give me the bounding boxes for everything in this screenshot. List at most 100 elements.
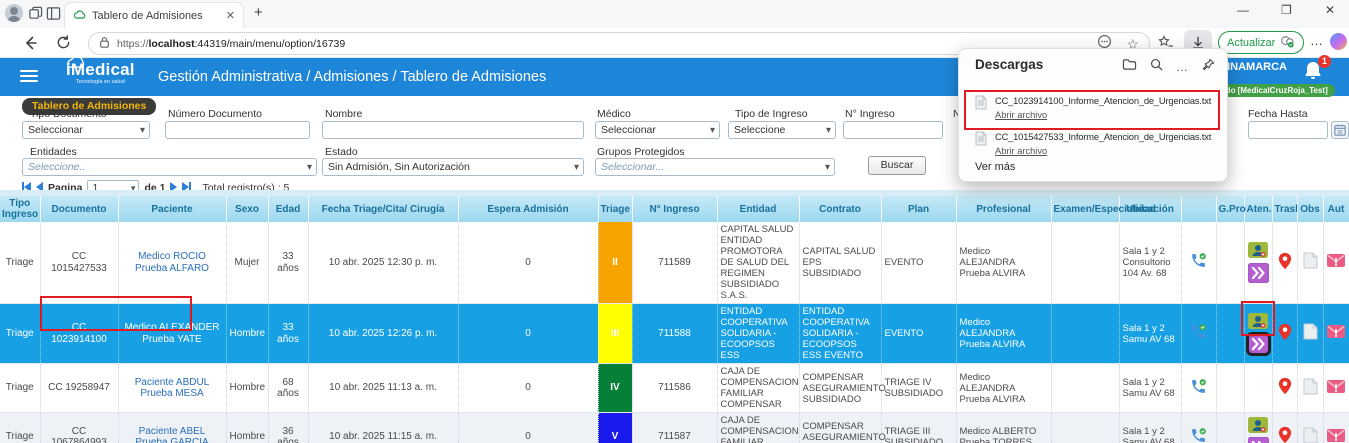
column-header-13[interactable]: Examen/Especialidad xyxy=(1051,196,1156,222)
column-header-9[interactable]: Entidad xyxy=(717,196,800,222)
observation-document-icon[interactable] xyxy=(1303,427,1318,443)
buscar-button[interactable]: Buscar xyxy=(868,156,926,175)
address-bar[interactable]: https://localhost:44319/main/menu/option… xyxy=(88,32,1150,55)
attend-chevrons-icon[interactable] xyxy=(1245,331,1271,356)
download-item-open-link[interactable]: Abrir archivo xyxy=(995,146,1048,156)
patient-attention-icon[interactable] xyxy=(1248,416,1268,437)
table-row[interactable]: Triage CC 1067864993 Paciente ABEL Prueba … xyxy=(0,412,1349,443)
open-downloads-folder-icon[interactable] xyxy=(1122,58,1137,76)
transfer-location-pin-icon[interactable] xyxy=(1278,427,1292,443)
back-button[interactable] xyxy=(22,35,38,56)
attend-chevrons-icon[interactable] xyxy=(1247,262,1269,284)
table-row[interactable]: Triage CC 19258947 Paciente ABDUL Prueba M… xyxy=(0,363,1349,413)
window-close-button[interactable]: ✕ xyxy=(1325,3,1336,17)
phone-check-icon[interactable] xyxy=(1190,253,1207,272)
download-item-filename[interactable]: CC_1015427533_Informe_Atencion_de_Urgenc… xyxy=(995,132,1212,142)
column-header-1[interactable]: Documento xyxy=(40,196,119,222)
observation-document-icon[interactable] xyxy=(1303,378,1318,398)
browser-tab[interactable]: Tablero de Admisiones ✕ xyxy=(64,2,244,28)
fecha-hasta-input[interactable] xyxy=(1248,121,1328,139)
table-row[interactable]: Triage CC 1023914100 Medico ALEXANDER Prue… xyxy=(0,303,1349,364)
column-header-19[interactable]: Obs xyxy=(1297,196,1324,222)
tab-groups-icon[interactable] xyxy=(28,6,43,24)
column-header-16[interactable]: G.Pro xyxy=(1216,196,1246,222)
estado-label: Estado xyxy=(325,146,358,158)
profile-avatar[interactable] xyxy=(5,4,23,22)
column-header-17[interactable]: Aten. xyxy=(1244,196,1273,222)
menu-hamburger-icon[interactable] xyxy=(20,70,38,83)
numero-documento-input[interactable] xyxy=(165,121,310,139)
patient-attention-icon[interactable] xyxy=(1248,313,1268,333)
attend-chevrons-icon[interactable] xyxy=(1247,436,1269,443)
grupos-protegidos-select[interactable]: Seleccionar... xyxy=(595,158,835,176)
patient-link[interactable]: Paciente ABDUL Prueba MESA xyxy=(134,376,210,400)
entidades-select[interactable]: Seleccione.. xyxy=(22,158,317,176)
transfer-location-pin-icon[interactable] xyxy=(1278,323,1292,344)
tipo-documento-select[interactable]: Seleccionar xyxy=(22,121,150,139)
downloads-more-icon[interactable]: … xyxy=(1176,60,1189,74)
column-header-5[interactable]: Fecha Triage/Cita/ Cirugía xyxy=(308,196,459,222)
column-header-10[interactable]: Contrato xyxy=(799,196,882,222)
browser-menu-icon[interactable]: … xyxy=(1310,33,1324,48)
cell-sexo: Hombre xyxy=(226,412,269,443)
download-item-open-link[interactable]: Abrir archivo xyxy=(995,110,1048,120)
next-page-icon[interactable] xyxy=(170,181,178,195)
notification-bell-icon[interactable] xyxy=(1303,60,1323,87)
phone-check-icon[interactable] xyxy=(1190,427,1207,443)
column-header-8[interactable]: N° Ingreso xyxy=(632,196,718,222)
cell-fecha: 10 abr. 2025 11:15 a. m. xyxy=(308,412,459,443)
column-header-14[interactable]: Ubicación xyxy=(1119,196,1182,222)
new-tab-button[interactable]: + xyxy=(254,4,263,21)
window-maximize-button[interactable]: ❐ xyxy=(1281,3,1292,17)
search-downloads-icon[interactable] xyxy=(1150,58,1163,76)
last-page-icon[interactable] xyxy=(182,181,192,195)
refresh-button[interactable] xyxy=(56,35,71,55)
patient-link[interactable]: Paciente ABEL Prueba GARCIA xyxy=(135,425,209,443)
favorite-star-icon[interactable]: ☆ xyxy=(1126,35,1139,52)
column-header-7[interactable]: Triage xyxy=(598,196,633,222)
phone-check-icon[interactable] xyxy=(1190,324,1207,343)
phone-check-icon[interactable] xyxy=(1190,378,1207,398)
tipo-ingreso-select[interactable]: Seleccione xyxy=(728,121,836,139)
estado-select[interactable]: Sin Admisión, Sin Autorización xyxy=(322,158,584,176)
column-header-2[interactable]: Paciente xyxy=(118,196,227,222)
column-header-4[interactable]: Edad xyxy=(268,196,309,222)
table-row[interactable]: Triage CC 1015427533 Medico ROCIO Prueba A… xyxy=(0,222,1349,304)
actualizar-extension-button[interactable]: Actualizar xyxy=(1218,31,1305,54)
column-header-6[interactable]: Espera Admisión xyxy=(458,196,599,222)
fecha-hasta-calendar-icon[interactable] xyxy=(1331,121,1349,139)
vertical-tabs-icon[interactable] xyxy=(46,6,61,24)
observation-document-icon[interactable] xyxy=(1303,252,1318,272)
pin-downloads-icon[interactable] xyxy=(1202,58,1215,76)
column-header-12[interactable]: Profesional xyxy=(956,196,1052,222)
cell-documento: CC 19258947 xyxy=(40,363,119,413)
patient-link[interactable]: Medico ALEXANDER Prueba YATE xyxy=(124,322,220,345)
column-header-11[interactable]: Plan xyxy=(881,196,957,222)
patient-link[interactable]: Medico ROCIO Prueba ALFARO xyxy=(135,251,209,274)
column-header-3[interactable]: Sexo xyxy=(226,196,269,222)
observation-document-icon[interactable] xyxy=(1303,323,1318,343)
n-ingreso-input[interactable] xyxy=(843,121,943,139)
transfer-location-pin-icon[interactable] xyxy=(1278,252,1292,273)
authorization-alert-icon[interactable] xyxy=(1327,254,1345,271)
medico-select[interactable]: Seleccionar xyxy=(595,121,720,139)
column-header-0[interactable]: Tipo Ingreso xyxy=(0,196,41,222)
authorization-alert-icon[interactable] xyxy=(1327,428,1345,443)
prev-page-icon[interactable] xyxy=(36,181,43,195)
authorization-alert-icon[interactable] xyxy=(1327,379,1345,397)
first-page-icon[interactable] xyxy=(22,181,31,195)
column-header-20[interactable]: Aut xyxy=(1323,196,1349,222)
column-header-15[interactable] xyxy=(1181,196,1217,222)
tab-close-icon[interactable]: ✕ xyxy=(225,10,235,22)
authorization-alert-icon[interactable] xyxy=(1327,325,1345,342)
download-item-filename[interactable]: CC_1023914100_Informe_Atencion_de_Urgenc… xyxy=(995,96,1212,106)
column-header-18[interactable]: Trasl xyxy=(1272,196,1298,222)
transfer-location-pin-icon[interactable] xyxy=(1278,378,1292,398)
copilot-icon[interactable] xyxy=(1330,33,1347,50)
section-tab-tablero[interactable]: Tablero de Admisiones xyxy=(22,98,157,115)
feedback-icon[interactable] xyxy=(1097,34,1112,54)
see-more-link[interactable]: Ver más xyxy=(975,161,1016,173)
window-minimize-button[interactable]: — xyxy=(1237,3,1249,17)
nombre-input[interactable] xyxy=(322,121,584,139)
patient-attention-icon[interactable] xyxy=(1248,242,1268,262)
